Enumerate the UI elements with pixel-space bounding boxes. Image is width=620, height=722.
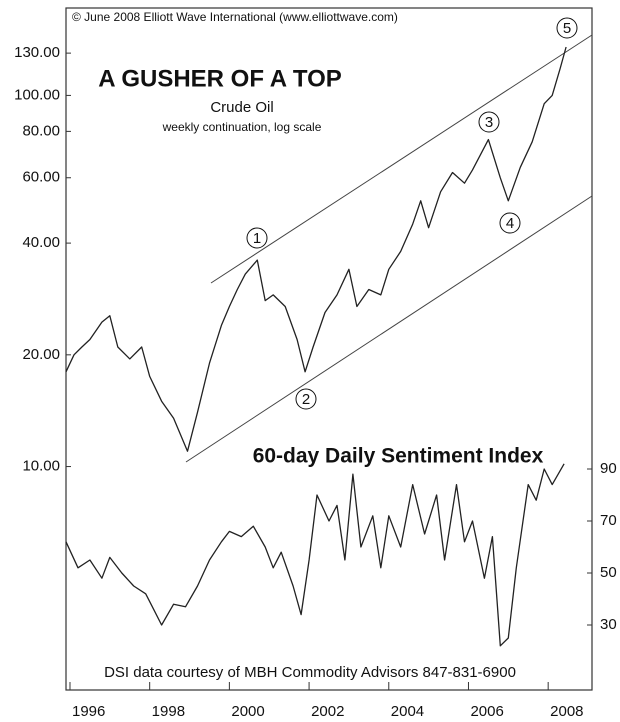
y-tick-label: 80.00	[22, 122, 60, 139]
wave-label: 5	[563, 20, 571, 37]
y2-tick-label: 90	[600, 460, 617, 477]
series-line	[65, 463, 565, 647]
y-tick-label: 130.00	[14, 44, 60, 61]
y-tick-label: 10.00	[22, 458, 60, 475]
wave-circle	[499, 212, 521, 234]
x-tick-label: 2004	[391, 703, 424, 720]
wave-label: 1	[253, 230, 261, 247]
panel-title: 60-day Daily Sentiment Index	[253, 445, 544, 468]
copyright: © June 2008 Elliott Wave International (…	[72, 10, 398, 24]
channel-line	[210, 34, 593, 284]
x-tick-label: 2000	[231, 703, 264, 720]
y-tick-label: 40.00	[22, 234, 60, 251]
chart-note: weekly continuation, log scale	[162, 120, 322, 134]
channel-line	[185, 195, 593, 463]
x-tick-label: 1996	[72, 703, 105, 720]
y2-tick-label: 30	[600, 616, 617, 633]
y-tick-label: 20.00	[22, 346, 60, 363]
y-tick-label: 60.00	[22, 169, 60, 186]
y2-tick-label: 70	[600, 512, 617, 529]
wave-labels	[246, 17, 578, 410]
wave-circle	[246, 227, 268, 249]
series-line	[65, 46, 567, 452]
x-tick-label: 2008	[550, 703, 583, 720]
wave-label: 3	[485, 114, 493, 131]
series-label: Crude Oil	[210, 99, 273, 116]
wave-label: 4	[506, 215, 514, 232]
wave-circle	[478, 111, 500, 133]
plot-frame	[65, 7, 593, 691]
chart-title: A GUSHER OF A TOP	[98, 65, 342, 92]
wave-label: 2	[302, 391, 310, 408]
x-tick-label: 2002	[311, 703, 344, 720]
wave-circle	[556, 17, 578, 39]
y-tick-label: 100.00	[14, 86, 60, 103]
x-tick-label: 2006	[470, 703, 503, 720]
credit: DSI data courtesy of MBH Commodity Advis…	[104, 664, 516, 681]
x-tick-label: 1998	[152, 703, 185, 720]
wave-circle	[295, 388, 317, 410]
y2-tick-label: 50	[600, 564, 617, 581]
